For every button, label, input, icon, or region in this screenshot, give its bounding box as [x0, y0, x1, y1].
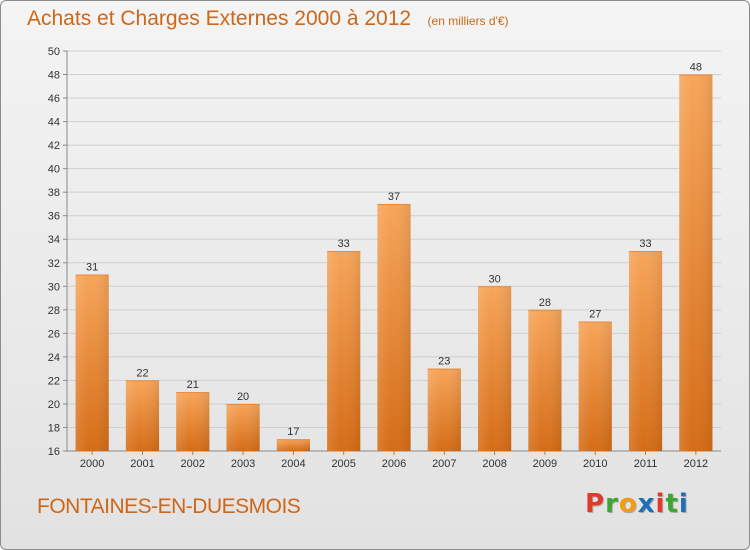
logo-letter: i — [678, 489, 689, 519]
logo-letter: i — [655, 489, 666, 519]
label-layer: 2000 31 2001 22 2002 21 2003 20 2004 17 2005 33 2006… — [80, 62, 708, 470]
data-label: 22 — [136, 367, 148, 379]
commune-name: FONTAINES-EN-DUESMOIS — [37, 495, 301, 518]
y-tick-label: 18 — [48, 422, 60, 434]
y-tick-label: 32 — [48, 258, 60, 270]
x-tick-label: 2011 — [634, 458, 658, 470]
y-tick-label: 48 — [48, 70, 60, 82]
x-tick-label: 2002 — [181, 458, 205, 470]
x-tick-label: 2007 — [432, 458, 456, 470]
logo-letter: r — [605, 489, 619, 519]
y-tick-label: 20 — [48, 399, 60, 411]
bar-shine — [176, 392, 210, 451]
y-tick-label: 36 — [48, 211, 60, 223]
bar-layer — [75, 74, 713, 451]
bar-shine — [276, 439, 310, 451]
data-label: 27 — [589, 309, 601, 321]
y-tick-label: 34 — [48, 234, 60, 246]
bar-shine — [578, 321, 612, 451]
y-tick-label: 24 — [48, 352, 60, 364]
bar-shine — [327, 251, 361, 451]
y-tick-label: 16 — [48, 446, 60, 458]
proxiti-logo[interactable]: Proxiti — [585, 489, 689, 519]
data-label: 33 — [639, 238, 651, 250]
y-tick-label: 30 — [48, 281, 60, 293]
bar-shine — [75, 274, 109, 451]
x-tick-label: 2009 — [533, 458, 557, 470]
y-tick-label: 50 — [48, 46, 60, 58]
bar-shine — [427, 368, 461, 451]
x-tick-label: 2012 — [684, 458, 708, 470]
logo-letter: x — [637, 489, 656, 519]
bar-shine — [377, 203, 411, 451]
data-label: 28 — [539, 297, 551, 309]
x-tick-label: 2005 — [331, 458, 355, 470]
x-tick-label: 2001 — [130, 458, 154, 470]
y-tick-label: 46 — [48, 93, 60, 105]
data-label: 33 — [338, 238, 350, 250]
bar-shine — [528, 309, 562, 451]
data-label: 30 — [488, 273, 500, 285]
y-tick-label: 44 — [48, 117, 60, 129]
bar-chart: 16 18 20 22 24 26 28 30 32 34 36 38 40 42 44 46 48 50 200… — [48, 46, 721, 470]
x-tick-label: 2010 — [583, 458, 607, 470]
y-tick-label: 22 — [48, 375, 60, 387]
logo-letter: P — [585, 489, 606, 519]
axis-layer: 16 18 20 22 24 26 28 30 32 34 36 38 40 42 44 46 48 50 — [48, 46, 721, 458]
bar-shine — [226, 403, 260, 451]
bar-shine — [628, 251, 663, 451]
x-tick-label: 2006 — [382, 458, 406, 470]
title-row: Achats et Charges Externes 2000 à 2012 (… — [27, 7, 509, 31]
data-label: 20 — [237, 391, 249, 403]
data-label: 17 — [287, 426, 299, 438]
bar-shine — [478, 286, 512, 451]
data-label: 23 — [438, 356, 450, 368]
logo-letter: t — [665, 489, 679, 519]
chart-unit: (en milliers d'€) — [427, 14, 509, 28]
x-tick-label: 2008 — [482, 458, 506, 470]
chart-title: Achats et Charges Externes 2000 à 2012 — [27, 7, 412, 30]
x-tick-label: 2004 — [281, 458, 305, 470]
bar-shine — [679, 74, 713, 451]
x-tick-label: 2003 — [231, 458, 255, 470]
logo-letter: o — [618, 489, 638, 519]
x-tick-label: 2000 — [80, 458, 104, 470]
y-tick-label: 42 — [48, 140, 60, 152]
y-tick-label: 28 — [48, 305, 60, 317]
data-label: 21 — [187, 379, 199, 391]
y-tick-label: 26 — [48, 328, 60, 340]
data-label: 31 — [86, 262, 98, 274]
y-tick-label: 40 — [48, 164, 60, 176]
data-label: 48 — [690, 62, 702, 74]
bar-shine — [125, 380, 160, 451]
data-label: 37 — [388, 191, 400, 203]
y-tick-label: 38 — [48, 187, 60, 199]
